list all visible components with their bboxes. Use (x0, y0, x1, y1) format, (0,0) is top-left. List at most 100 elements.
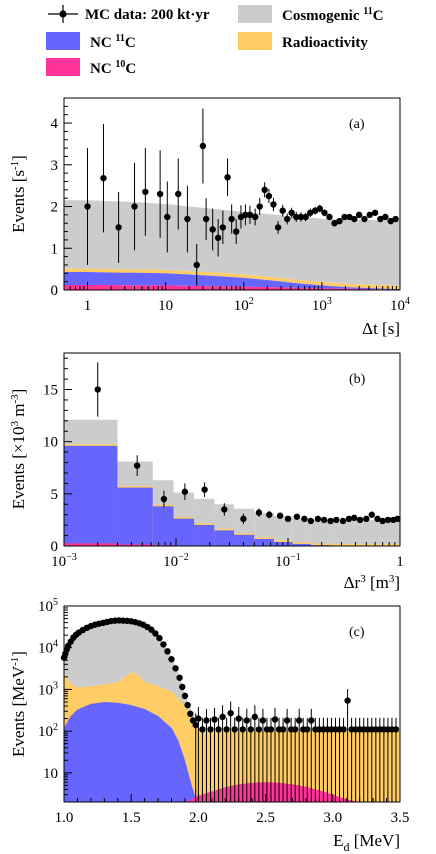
panel-a-data-point (355, 211, 363, 219)
panel-a-data-point (297, 213, 305, 221)
panel-a-data-point (256, 203, 263, 210)
panel-b-data-point (266, 511, 273, 518)
panel-a-data-point (387, 217, 394, 225)
panel-c-data-point (291, 726, 299, 733)
panel-a-data-points (84, 108, 399, 286)
panel-a-data-point (193, 261, 200, 269)
panel-b-data-point (276, 512, 284, 519)
legend-nc10-label: NC 10C (90, 59, 136, 77)
legend-nc10: NC 10C (46, 58, 136, 77)
panel-b-tag: (b) (349, 372, 366, 387)
panel-a-xtick-label: 10 (158, 298, 173, 314)
panel-a-tag: (a) (349, 117, 365, 132)
panel-c-data-point (179, 683, 186, 691)
panel-b-data-point (314, 515, 322, 523)
panel-b-data-point (368, 511, 375, 518)
panel-c-data-point (259, 717, 267, 724)
panel-b-bar-nc11 (234, 534, 255, 546)
panel-c-data-point (267, 726, 275, 733)
panel-b-data-point (94, 386, 101, 393)
panel-a-data-point (175, 190, 182, 198)
legend-cosmogenic: Cosmogenic 11C (238, 5, 384, 24)
panel-b-xlabel: Δr3 [m3] (344, 573, 400, 592)
panel-b-bar-nc11 (64, 445, 118, 546)
panel-c-data-point (152, 630, 159, 637)
panel-c-xlabel: Ed [MeV] (333, 831, 400, 854)
panel-c-ylabel: Events [MeV-1] (9, 651, 28, 757)
panel-c-data-point (168, 656, 175, 663)
panel-b-data-point (333, 516, 340, 524)
panel-a-data-point (288, 209, 295, 216)
panel-b-bar-cosmogenic (292, 518, 311, 546)
panel-b-data-point (240, 515, 247, 523)
panel-c: 1.0 1.5 2.0 2.5 3.0 3.5 10 102 103 104 105 (c) Ed … (9, 597, 409, 854)
panel-c-xtick-label: 1.5 (122, 810, 141, 826)
panel-a-ytick-label: 0 (51, 283, 59, 299)
panel-b-data-point (374, 515, 381, 523)
panel-c-data-point (344, 697, 351, 704)
panel-c-data-point (279, 726, 287, 733)
panel-b-data-point (301, 515, 308, 523)
panel-a-data-point (164, 213, 171, 221)
panel-b-data-point (327, 517, 334, 525)
panel-b-data-point (363, 515, 370, 523)
legend-radioactivity-label: Radioactivity (282, 35, 368, 51)
panel-a-ytick-label: 1 (51, 241, 59, 257)
panel-b-data-point (339, 517, 347, 525)
panel-b-data-point (293, 513, 301, 520)
panel-b-bar-nc11 (254, 539, 275, 546)
panel-c-ytick-label: 102 (38, 722, 58, 740)
panel-b-data-point (384, 516, 392, 524)
panel-b-data-point (133, 462, 141, 469)
panel-c-data-point (251, 713, 259, 721)
panel-c-xtick-label: 3.5 (391, 810, 410, 826)
panel-c-data-point (176, 674, 183, 681)
panel-b-ytick-label: 0 (51, 539, 59, 555)
panel-a-data-point (382, 213, 389, 221)
panel-b-data-point (255, 509, 263, 516)
panel-c-data-point (148, 626, 155, 633)
panel-a-ytick-label: 4 (51, 116, 59, 132)
panel-a-ylabel: Events [s-1] (9, 155, 28, 233)
panel-a-data-point (366, 211, 373, 219)
panel-a-data-point (371, 209, 379, 216)
panel-b-bar-nc11 (173, 518, 195, 546)
panel-c-data-point (392, 726, 400, 733)
panel-c-area-nc11 (64, 701, 198, 802)
panel-a-data-point (346, 213, 353, 221)
panel-a-data-point (361, 215, 368, 223)
panel-a-data-point (202, 215, 210, 223)
panel-b-data-point (394, 515, 401, 523)
panel-c-ytick-label: 103 (38, 680, 58, 698)
panel-a-data-point (214, 234, 222, 242)
panel-b-stack (64, 419, 400, 546)
panel-b-data-point (320, 516, 328, 524)
legend-nc11: NC 11C (46, 32, 136, 51)
panel-b-ytick-label: 15 (43, 383, 58, 399)
legend-radioactivity: Radioactivity (238, 32, 368, 51)
panel-b-bar-nc11 (214, 530, 235, 546)
panel-c-data-point (243, 717, 250, 724)
panel-a-data-point (321, 209, 328, 216)
panel-b-data-point (160, 495, 168, 503)
panel-a-xtick-label: 104 (390, 296, 410, 314)
panel-b-bar-nc10 (64, 543, 118, 546)
panel-a-data-point (251, 213, 259, 221)
panel-b-bar-cosmogenic (330, 520, 400, 546)
panel-b-bar-nc11 (117, 487, 153, 546)
panel-a-xtick-label: 1 (84, 298, 92, 314)
legend-nc11-label: NC 11C (90, 33, 136, 51)
panel-a-data-point (284, 215, 291, 223)
panel-c-data-point (227, 709, 234, 717)
panel-a-area-nc11 (64, 272, 400, 290)
legend-mc-data-marker (59, 10, 67, 18)
panel-b-bar-radioactivity (330, 544, 400, 546)
panel-c-data-point (340, 726, 347, 733)
panel-b-xtick-label: 10−3 (51, 552, 77, 570)
panel-b-data-point (307, 517, 315, 525)
panel-c-xtick-label: 3.0 (323, 810, 342, 826)
panel-a-frame (63, 97, 401, 291)
legend-nc11-swatch (46, 32, 80, 50)
panel-b-xtick-label: 10−1 (275, 552, 301, 570)
